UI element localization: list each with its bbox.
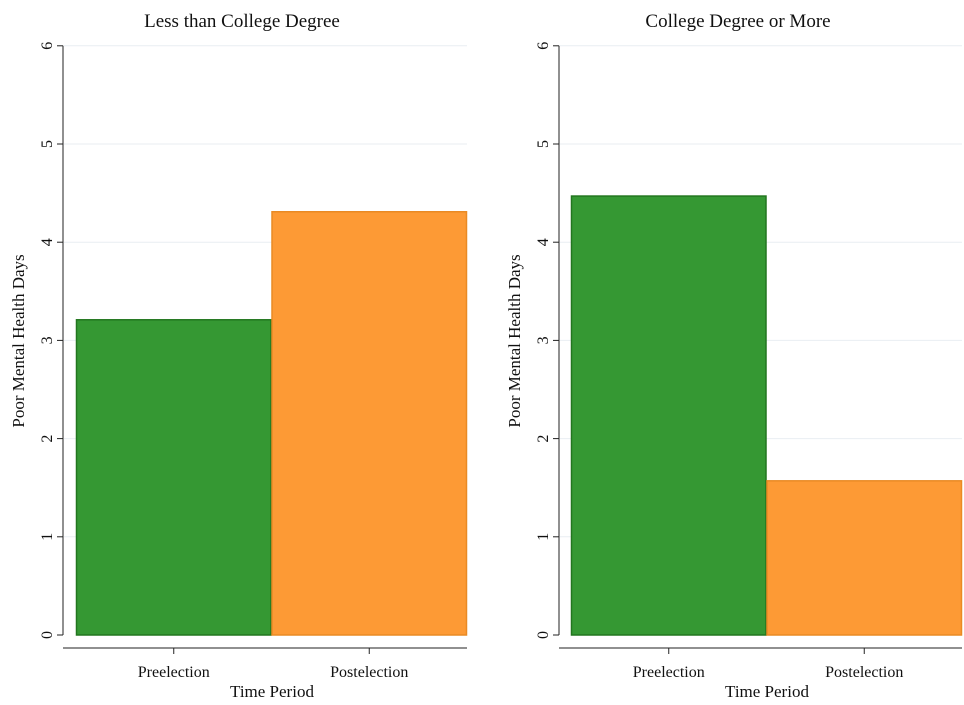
bar-preelection <box>570 195 767 636</box>
bar-postelection <box>271 211 468 636</box>
y-tick-label: 3 <box>39 336 56 344</box>
y-tick-label: 5 <box>535 140 552 148</box>
x-tick-label: Preelection <box>138 664 210 681</box>
x-tick-label: Preelection <box>633 664 705 681</box>
panel-title: College Degree or More <box>645 11 830 32</box>
y-tick-label: 6 <box>39 42 56 50</box>
y-tick-label: 6 <box>535 42 552 50</box>
x-tick-label: Postelection <box>825 664 903 681</box>
bar-postelection <box>766 480 963 636</box>
panel-college-or-more: College Degree or More Poor Mental Healt… <box>505 11 963 701</box>
y-tick-label: 0 <box>535 631 552 639</box>
y-tick-label: 4 <box>39 238 56 246</box>
y-tick-label: 0 <box>39 631 56 639</box>
y-tick-label: 2 <box>39 435 56 443</box>
panel-title: Less than College Degree <box>144 11 340 32</box>
x-axis-label: Time Period <box>725 682 809 700</box>
x-tick-label: Postelection <box>330 664 408 681</box>
panel-less-than-college: Less than College Degree Poor Mental Hea… <box>9 11 468 701</box>
bar-preelection <box>75 319 272 636</box>
panel-marks: 0 1 2 3 4 5 6 Preelection Postelection <box>535 42 963 681</box>
y-axis-label: Poor Mental Health Days <box>505 254 524 427</box>
y-axis-label: Poor Mental Health Days <box>9 254 28 427</box>
y-tick-label: 3 <box>535 336 552 344</box>
x-axis-label: Time Period <box>230 682 314 700</box>
y-tick-label: 5 <box>39 140 56 148</box>
y-tick-label: 1 <box>535 533 552 541</box>
y-tick-label: 2 <box>535 435 552 443</box>
y-tick-label: 1 <box>39 533 56 541</box>
y-tick-label: 4 <box>535 238 552 246</box>
panel-marks: 0 1 2 3 4 5 6 Preelection Postelection <box>39 42 468 681</box>
